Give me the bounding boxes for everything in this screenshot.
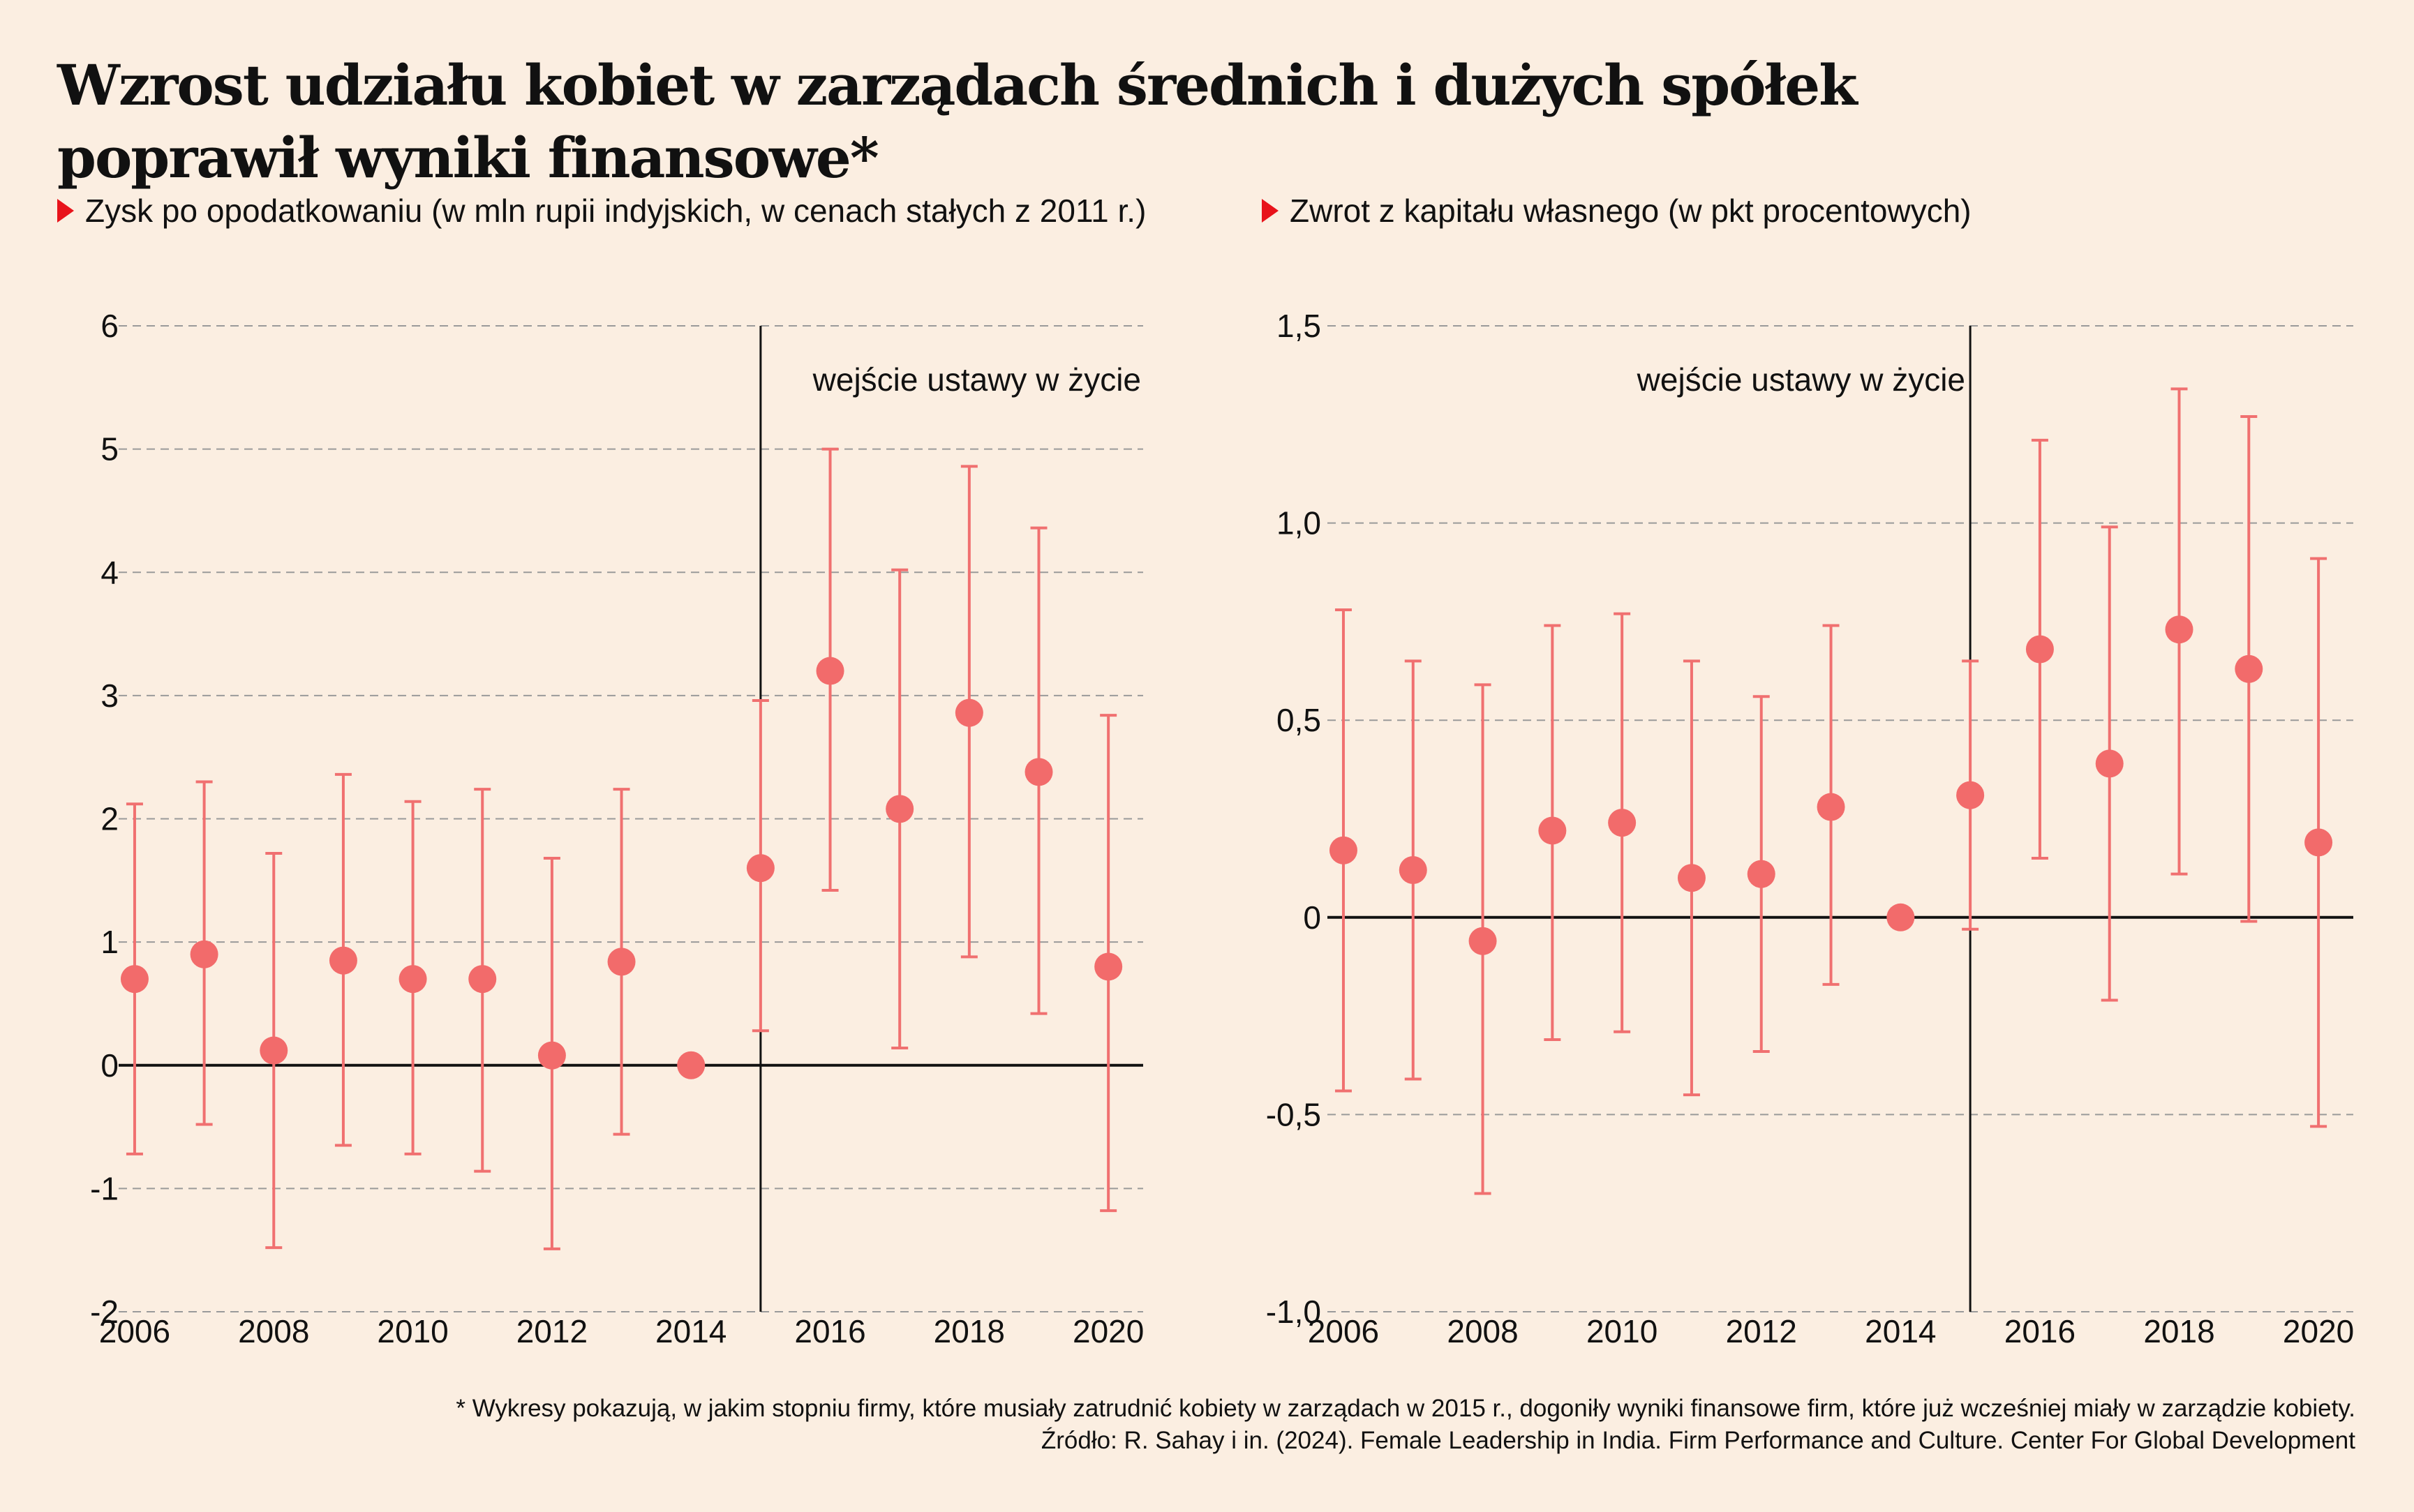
- y-tick-label: 0: [100, 1047, 119, 1084]
- y-tick-label: 5: [100, 431, 119, 467]
- data-point: [2165, 615, 2193, 644]
- data-point: [120, 965, 149, 994]
- y-tick-label: 1,5: [1276, 308, 1321, 344]
- data-point: [677, 1051, 706, 1079]
- y-tick-label: -0,5: [1266, 1096, 1321, 1132]
- data-point: [2304, 828, 2333, 857]
- x-tick-label: 2008: [1447, 1313, 1518, 1349]
- legend-left-label: Zysk po opodatkowaniu (w mln rupii indyj…: [85, 193, 1147, 229]
- legend-right-label: Zwrot z kapitału własnego (w pkt procent…: [1290, 193, 1972, 229]
- data-point: [468, 965, 497, 994]
- data-point: [1538, 816, 1567, 845]
- x-tick-label: 2016: [2004, 1313, 2076, 1349]
- y-tick-label: 0,5: [1276, 702, 1321, 738]
- x-tick-label: 2014: [655, 1313, 727, 1349]
- y-tick-label: -1: [90, 1170, 119, 1206]
- data-point: [260, 1036, 288, 1065]
- data-point: [1956, 781, 1985, 809]
- data-point: [746, 854, 775, 883]
- data-point: [955, 698, 983, 727]
- data-point: [1329, 836, 1357, 864]
- data-point: [816, 657, 844, 685]
- data-point: [1886, 903, 1915, 931]
- data-point: [2095, 749, 2124, 778]
- data-point: [1094, 952, 1123, 981]
- x-tick-label: 2020: [1073, 1313, 1144, 1349]
- x-tick-label: 2018: [934, 1313, 1005, 1349]
- x-tick-label: 2014: [1865, 1313, 1936, 1349]
- x-tick-label: 2012: [1726, 1313, 1797, 1349]
- data-point: [1025, 758, 1053, 786]
- data-point: [2025, 635, 2054, 664]
- data-point: [329, 946, 357, 975]
- data-point: [190, 940, 218, 968]
- data-point: [1677, 864, 1706, 892]
- x-tick-label: 2006: [1308, 1313, 1379, 1349]
- y-tick-label: 0: [1303, 899, 1321, 936]
- x-tick-label: 2008: [238, 1313, 309, 1349]
- legend-triangle-icon: [57, 199, 74, 223]
- x-tick-label: 2020: [2283, 1313, 2354, 1349]
- y-tick-label: 4: [100, 554, 119, 590]
- x-tick-label: 2018: [2143, 1313, 2214, 1349]
- y-tick-label: 1: [100, 924, 119, 960]
- y-tick-label: -1,0: [1266, 1294, 1321, 1330]
- x-tick-label: 2010: [377, 1313, 448, 1349]
- source: Źródło: R. Sahay i in. (2024). Female Le…: [1041, 1427, 2355, 1454]
- chart-title: Wzrost udziału kobiet w zarządach średni…: [57, 52, 1858, 190]
- y-tick-label: 3: [100, 678, 119, 714]
- data-point: [1608, 809, 1637, 837]
- legend-left: Zysk po opodatkowaniu (w mln rupii indyj…: [57, 190, 1146, 232]
- footnote: * Wykresy pokazują, w jakim stopniu firm…: [456, 1395, 2355, 1422]
- y-tick-label: 6: [100, 308, 119, 344]
- x-tick-label: 2010: [1586, 1313, 1657, 1349]
- legend-right: Zwrot z kapitału własnego (w pkt procent…: [1262, 190, 1972, 232]
- x-tick-label: 2006: [99, 1313, 170, 1349]
- y-tick-label: 1,0: [1276, 505, 1321, 541]
- data-point: [537, 1041, 566, 1070]
- data-point: [886, 795, 914, 823]
- data-point: [607, 948, 636, 976]
- legend-triangle-icon: [1262, 199, 1279, 223]
- x-tick-label: 2016: [794, 1313, 865, 1349]
- data-point: [1468, 927, 1497, 955]
- data-point: [1817, 793, 1845, 821]
- data-point: [2235, 654, 2263, 683]
- y-tick-label: -2: [90, 1294, 119, 1330]
- law-entry-label: wejście ustawy w życie: [812, 361, 1141, 398]
- data-point: [1399, 855, 1427, 884]
- data-point: [1747, 860, 1775, 888]
- x-tick-label: 2012: [516, 1313, 588, 1349]
- data-point: [398, 965, 427, 994]
- y-tick-label: 2: [100, 801, 119, 837]
- law-entry-label: wejście ustawy w życie: [1637, 361, 1965, 398]
